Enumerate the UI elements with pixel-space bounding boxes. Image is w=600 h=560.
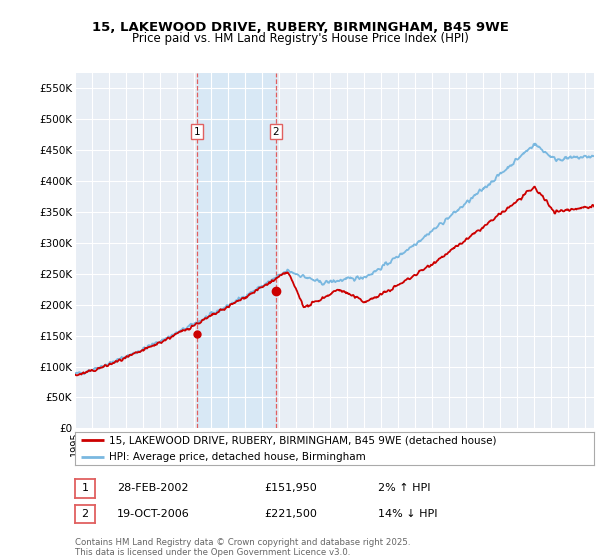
Text: 15, LAKEWOOD DRIVE, RUBERY, BIRMINGHAM, B45 9WE (detached house): 15, LAKEWOOD DRIVE, RUBERY, BIRMINGHAM, … (109, 436, 496, 445)
Text: 2: 2 (272, 127, 279, 137)
Text: 19-OCT-2006: 19-OCT-2006 (117, 509, 190, 519)
Text: 14% ↓ HPI: 14% ↓ HPI (378, 509, 437, 519)
Text: Contains HM Land Registry data © Crown copyright and database right 2025.
This d: Contains HM Land Registry data © Crown c… (75, 538, 410, 557)
Text: 2% ↑ HPI: 2% ↑ HPI (378, 483, 431, 493)
Text: 1: 1 (194, 127, 200, 137)
Text: HPI: Average price, detached house, Birmingham: HPI: Average price, detached house, Birm… (109, 452, 365, 461)
Text: £151,950: £151,950 (264, 483, 317, 493)
Bar (197, 73, 276, 428)
Text: £221,500: £221,500 (264, 509, 317, 519)
Text: Price paid vs. HM Land Registry's House Price Index (HPI): Price paid vs. HM Land Registry's House … (131, 32, 469, 45)
Text: 28-FEB-2002: 28-FEB-2002 (117, 483, 188, 493)
Text: 15, LAKEWOOD DRIVE, RUBERY, BIRMINGHAM, B45 9WE: 15, LAKEWOOD DRIVE, RUBERY, BIRMINGHAM, … (92, 21, 508, 34)
Text: 1: 1 (82, 483, 88, 493)
Text: 2: 2 (82, 509, 88, 519)
